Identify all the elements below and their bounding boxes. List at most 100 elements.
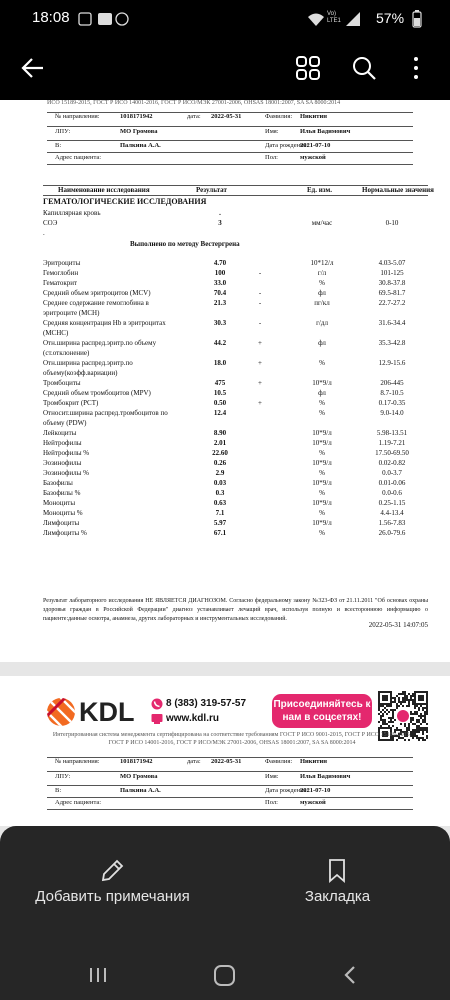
test-result: 100 [214,269,226,277]
test-name: Эритроциты [43,259,81,267]
qr-module [406,731,408,733]
test-flag: - [258,319,262,327]
qr-module [384,731,386,733]
qr-module [410,697,412,699]
table-row: Средний объем тромбоцитов (MPV) 10.5 фл 8.7… [43,388,433,398]
qr-module [388,711,390,713]
network: Vo) LTE1 [327,11,341,24]
qr-module [422,707,424,709]
qr-module [426,709,428,711]
qr-module [386,703,388,705]
bookmark-button[interactable]: Закладка [304,888,371,905]
qr-module [392,709,394,711]
qr-module [392,737,394,739]
qr-module [394,697,396,699]
qr-module [390,739,392,741]
test-norm: 0.0-0.6 [382,489,402,497]
qr-module [404,733,406,735]
test-norm: 12.9-15.6 [378,359,406,367]
qr-module [410,733,412,735]
qr-module [400,737,402,739]
qr-module [424,715,426,717]
qr-module [418,725,420,727]
qr-module [384,711,386,713]
qr-module [422,737,424,739]
qr-module [420,695,422,697]
qr-module [420,723,422,725]
annotate-icon[interactable] [99,858,125,884]
header-field: Дата рождения: [265,142,309,149]
bookmark-icon[interactable] [327,858,347,884]
qr-module [414,735,416,737]
test-norm: 0.02-0.82 [378,459,406,467]
qr-module [424,717,426,719]
qr-module [408,727,410,729]
search-button[interactable] [351,55,377,81]
column-header: Результат [196,186,227,194]
table-cell: СОЭ [43,219,58,227]
qr-module [410,717,412,719]
qr-module [426,705,428,707]
qr-module [396,695,398,697]
clock: 18:08 [32,9,70,26]
header-field: мужской [300,799,326,806]
qr-module [392,713,394,715]
thumbnails-button[interactable] [295,55,321,81]
qr-module [386,695,388,697]
table-row: Нейтрофилы 2.01 10*9/л 1.19-7.21 [43,438,433,448]
table-row: Отн.ширина распред.эритр.по объему (ст.о… [43,338,433,358]
test-result: 475 [214,379,226,387]
qr-module [414,691,416,693]
test-unit: пг/кл [314,299,330,307]
qr-module [426,727,428,729]
test-unit: % [319,469,325,477]
qr-module [412,699,414,701]
qr-module [424,727,426,729]
qr-module [412,719,414,721]
qr-module [390,697,392,699]
test-norm: 4.03-5.07 [378,259,406,267]
notification-icons [78,12,129,26]
test-norm: 8.7-10.5 [380,389,404,397]
qr-module [414,711,416,713]
qr-module [410,711,412,713]
test-norm: 9.0-14.0 [380,409,404,417]
header-field: Илья Вадимович [300,773,351,780]
qr-module [414,693,416,695]
qr-module [426,697,428,699]
test-unit: 10*9/л [312,379,332,387]
qr-module [406,735,408,737]
table-row: Базофилы % 0.3% 0.0-0.6 [43,488,433,498]
kdl-logo: KDL [79,697,135,727]
qr-module [422,703,424,705]
header-field: 1018171942 [120,758,153,765]
test-name: Гематокрит [43,279,78,287]
qr-module [424,713,426,715]
qr-module [388,717,390,719]
qr-module [424,719,426,721]
qr-module [382,705,384,707]
qr-module [418,731,420,733]
qr-module [378,703,380,705]
qr-module [404,701,406,703]
test-name: Лимфоциты [43,519,80,527]
qr-module [424,707,426,709]
test-name: Эозинофилы % [43,469,89,477]
test-name: Средняя концентрация Hb в эритроцитах (M… [43,319,166,337]
header-field: Адрес пациента: [55,799,102,806]
rule [47,771,413,772]
qr-module [406,699,408,701]
annotate-button[interactable]: Добавить примечания [35,888,190,905]
qr-module [416,731,418,733]
header-field: ЛПУ: [55,128,71,135]
qr-module [414,703,416,705]
table-cell: мм/час [311,219,333,227]
qr-module [378,707,380,709]
qr-module [414,731,416,733]
back-button[interactable] [19,54,47,82]
qr-module [402,737,404,739]
qr-module [422,727,424,729]
qr-module [426,693,428,695]
more-button[interactable] [411,55,421,81]
qr-module [426,695,428,697]
